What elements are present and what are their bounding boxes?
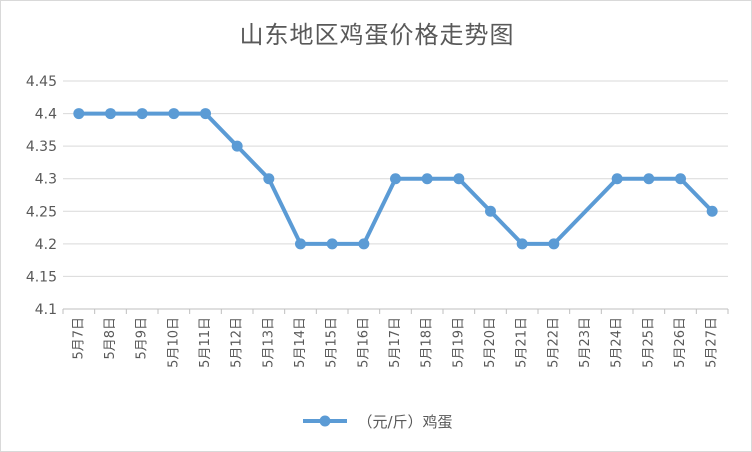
x-tick-label: 5月16日 [356, 317, 371, 368]
x-tick-label: 5月12日 [230, 317, 245, 368]
x-tick-label: 5月18日 [420, 317, 435, 368]
data-point [358, 238, 370, 250]
data-point [231, 140, 243, 152]
y-tick-label: 4.15 [26, 269, 57, 285]
x-tick-label: 5月15日 [325, 317, 340, 368]
data-point [390, 173, 401, 185]
x-tick-label: 5月19日 [451, 317, 466, 368]
grid-layer [62, 80, 729, 314]
data-point [516, 238, 528, 250]
x-tick-label: 5月23日 [578, 317, 593, 368]
data-point [200, 108, 211, 120]
x-tick-label: 5月22日 [546, 317, 561, 368]
x-tick-label: 5月13日 [261, 317, 276, 368]
y-tick-label: 4.35 [26, 139, 57, 155]
data-point [611, 173, 623, 185]
y-tick-label: 4.1 [35, 302, 57, 318]
y-tick-label: 4.4 [35, 107, 57, 123]
y-tick-label: 4.45 [26, 74, 57, 90]
x-tick-label: 5月17日 [388, 317, 403, 368]
x-tick-label: 5月8日 [103, 317, 118, 360]
x-tick-label: 5月25日 [641, 317, 656, 368]
legend: （元/斤）鸡蛋 [1, 409, 752, 433]
data-point [453, 173, 465, 185]
y-tick-label: 4.3 [35, 172, 57, 188]
data-point [421, 173, 433, 185]
y-axis-ticks: 4.1 4.15 4.2 4.25 4.3 4.35 4.4 4.45 [26, 74, 57, 318]
x-tick-label: 5月9日 [135, 317, 150, 360]
data-point [136, 108, 148, 120]
x-tick-label: 5月20日 [483, 317, 498, 368]
data-point [643, 173, 655, 185]
x-tick-label: 5月27日 [705, 317, 720, 368]
x-tick-label: 5月7日 [71, 317, 86, 360]
data-point [105, 108, 116, 120]
x-tick-label: 5月10日 [166, 317, 181, 368]
line-chart: 4.1 4.15 4.2 4.25 4.3 4.35 4.4 4.45 5月7日 5月8日 5月9… [26, 74, 729, 368]
data-point [706, 205, 718, 217]
data-point [548, 238, 560, 250]
x-tick-label: 5月21日 [515, 317, 530, 368]
x-tick-label: 5月24日 [610, 317, 625, 368]
x-tick-label: 5月26日 [673, 317, 688, 368]
x-tick-label: 5月14日 [293, 317, 308, 368]
data-point [168, 108, 180, 120]
data-point [73, 108, 85, 120]
data-point [295, 238, 306, 250]
legend-label: （元/斤）鸡蛋 [357, 412, 453, 431]
chart-title: 山东地区鸡蛋价格走势图 [239, 21, 515, 49]
data-point [263, 173, 275, 185]
legend-line-marker-icon [303, 415, 348, 427]
x-axis-ticks: 5月7日 5月8日 5月9日 5月10日 5月11日 5月12日 5月13日 5月14日 5月1… [71, 317, 719, 368]
data-point [485, 205, 496, 217]
series-layer [73, 108, 718, 250]
y-tick-label: 4.2 [35, 237, 57, 253]
y-tick-label: 4.25 [26, 204, 57, 220]
data-point [675, 173, 686, 185]
x-tick-label: 5月11日 [198, 317, 213, 368]
data-point [326, 238, 338, 250]
